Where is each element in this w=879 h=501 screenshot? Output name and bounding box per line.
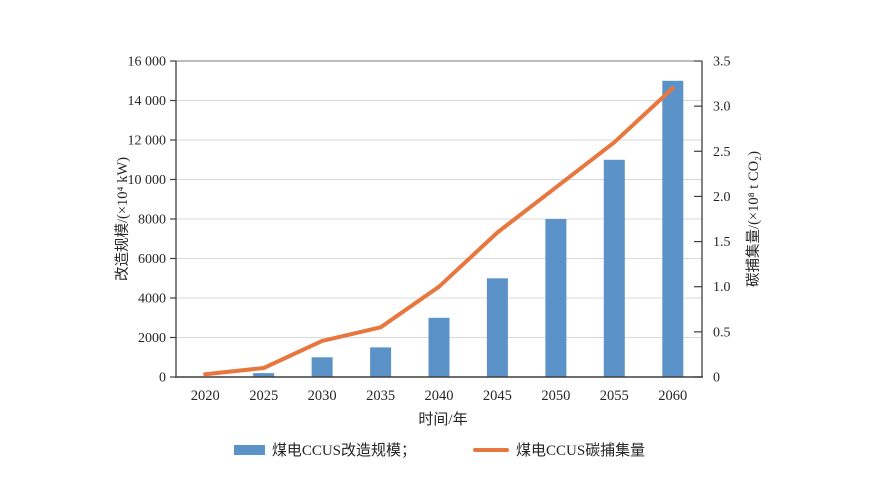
right-axis-tick-label: 0 xyxy=(713,371,720,386)
legend-label-line-series: 煤电CCUS碳捕集量 xyxy=(516,443,646,459)
left-axis-title: 改造规模/(×10⁴ kW) xyxy=(115,157,131,281)
bar-2025 xyxy=(253,373,275,377)
x-tick-label: 2060 xyxy=(658,388,687,404)
x-tick-label: 2030 xyxy=(308,388,337,404)
left-axis-tick-label: 0 xyxy=(159,371,166,386)
legend-item-bar-series: 煤电CCUS改造规模； xyxy=(233,439,416,460)
left-axis-tick-label: 6000 xyxy=(138,252,166,267)
bar-2035 xyxy=(370,347,392,377)
left-axis-tick-label: 14 000 xyxy=(128,94,167,109)
right-axis-title: 碳捕集量/(×10⁸ t CO₂) xyxy=(746,151,762,287)
bar-2050 xyxy=(545,219,567,377)
left-axis-tick-label: 2000 xyxy=(138,331,166,346)
right-axis-tick-label: 2.0 xyxy=(713,190,731,205)
x-tick-label: 2025 xyxy=(249,388,278,404)
right-axis-tick-label: 1.0 xyxy=(713,280,731,295)
right-axis-tick-label: 2.5 xyxy=(713,145,731,160)
left-axis-tick-label: 8000 xyxy=(138,213,166,228)
x-tick-label: 2035 xyxy=(366,388,395,404)
legend-swatch-line-series xyxy=(473,447,509,452)
legend: 煤电CCUS改造规模； 煤电CCUS碳捕集量 xyxy=(0,439,879,460)
left-axis-tick-label: 4000 xyxy=(138,292,166,307)
x-tick-label: 2055 xyxy=(600,388,629,404)
right-axis-tick-label: 1.5 xyxy=(713,235,731,250)
left-axis-tick-label: 12 000 xyxy=(128,134,167,149)
x-tick-label: 2040 xyxy=(425,388,454,404)
left-axis-tick-label: 16 000 xyxy=(128,55,167,70)
legend-item-line-series: 煤电CCUS碳捕集量 xyxy=(473,439,645,460)
bar-2030 xyxy=(311,357,333,378)
bar-2040 xyxy=(428,317,450,378)
left-axis-tick-label: 10 000 xyxy=(128,173,167,188)
bar-2055 xyxy=(603,159,625,378)
x-tick-label: 2045 xyxy=(483,388,512,404)
x-tick-label: 2020 xyxy=(191,388,220,404)
legend-swatch-bar-series xyxy=(233,444,265,455)
trend-line xyxy=(203,86,675,377)
bar-2060 xyxy=(662,80,684,378)
right-axis-tick-label: 3.5 xyxy=(713,55,731,70)
x-tick-label: 2050 xyxy=(541,388,570,404)
right-axis-tick-label: 3.0 xyxy=(713,100,731,115)
legend-label-bar-series: 煤电CCUS改造规模； xyxy=(271,443,416,459)
bar-2045 xyxy=(486,278,508,378)
x-axis-title: 时间/年 xyxy=(418,412,468,428)
right-axis-tick-label: 0.5 xyxy=(713,325,731,340)
